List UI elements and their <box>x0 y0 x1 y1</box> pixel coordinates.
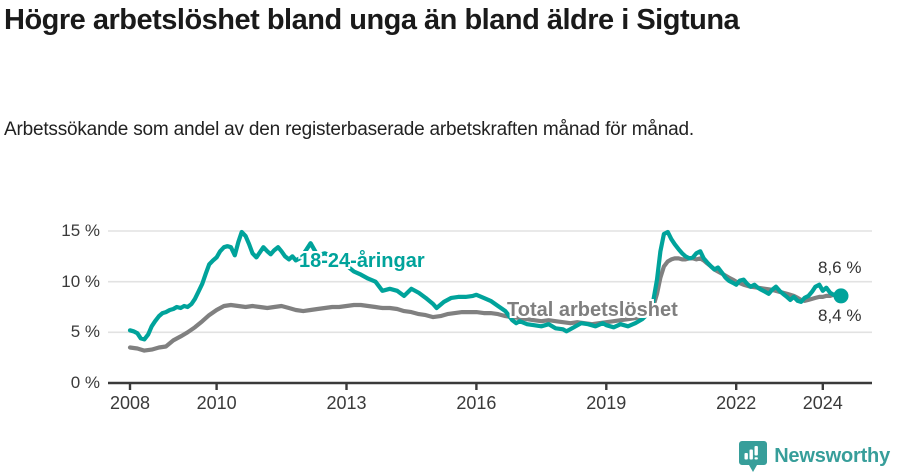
x-axis <box>108 381 872 390</box>
y-tick-label-15: 15 % <box>61 221 100 240</box>
series-label-total: Total arbetslöshet <box>507 299 678 321</box>
brand-name: Newsworthy <box>774 445 890 467</box>
x-tick-label-2024: 2024 <box>802 393 843 413</box>
x-tick-label-2013: 2013 <box>326 393 367 413</box>
page-title: Högre arbetslöshet bland unga än bland ä… <box>4 4 740 36</box>
bar-chart-speech-bubble-icon <box>739 441 768 472</box>
series-label-young: 18-24-åringar <box>299 250 425 272</box>
x-tick-label-2019: 2019 <box>586 393 627 413</box>
newsworthy-logo: Newsworthy <box>739 441 890 472</box>
y-tick-label-0: 0 % <box>70 373 100 392</box>
chart-subtitle: Arbetssökande som andel av den registerb… <box>4 119 694 140</box>
line-young <box>127 229 844 342</box>
y-tick-label-10: 10 % <box>61 271 100 291</box>
end-point-marker <box>833 288 849 304</box>
series-lines <box>127 229 844 353</box>
x-tick-label-2010: 2010 <box>196 393 237 413</box>
x-tick-label-2022: 2022 <box>716 393 757 413</box>
end-value-label-young: 8,6 % <box>818 258 862 277</box>
y-tick-label-5: 5 % <box>70 322 100 342</box>
line-total <box>127 256 844 353</box>
end-dot <box>833 288 849 304</box>
x-tick-label-2008: 2008 <box>109 393 151 413</box>
x-tick-label-2016: 2016 <box>456 393 497 413</box>
end-value-label-total: 8,4 % <box>818 306 862 325</box>
